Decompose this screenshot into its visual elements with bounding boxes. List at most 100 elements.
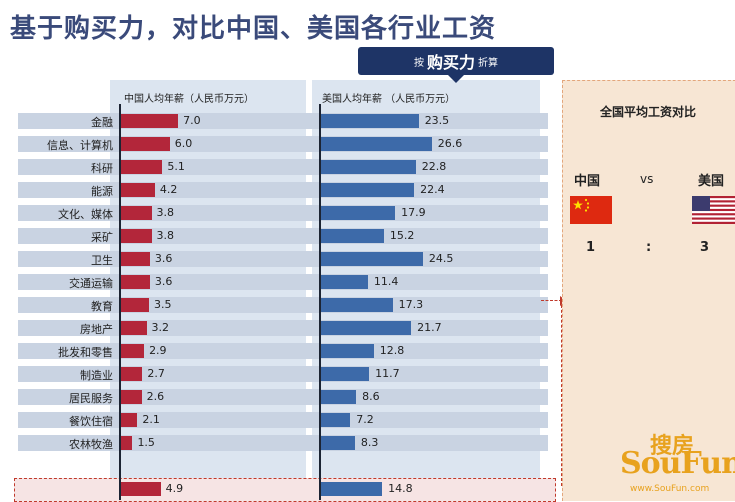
china-flag-icon [570,196,612,224]
category-label: 信息、计算机 [47,139,113,152]
category-label: 制造业 [80,369,113,382]
row-stripe [18,435,548,451]
usa-bar [320,413,351,427]
china-bar [120,229,152,243]
usa-value-label: 24.5 [428,252,454,265]
china-axis [119,104,121,500]
china-bar [120,137,170,151]
usa-value-label: 17.3 [398,298,424,311]
china-value-label: 3.2 [151,321,170,334]
usa-bar [320,390,357,404]
connector-arrow [541,296,567,486]
category-label: 餐饮住宿 [69,415,113,428]
china-bar [120,413,138,427]
category-label: 能源 [91,185,113,198]
usa-label: 美国 [698,174,725,189]
national-average-row [14,478,556,502]
china-bar [120,298,150,312]
usa-bar [320,482,383,496]
banner-suffix: 折算 [478,57,498,69]
china-series-header: 中国人均年薪（人民币万元） [124,94,254,105]
china-value-label: 7.0 [183,114,201,127]
usa-bar [320,367,370,381]
china-bar [120,183,155,197]
usa-value-label: 22.8 [421,160,447,173]
usa-value-label: 12.8 [379,344,405,357]
china-value-label: 3.6 [154,275,173,288]
usa-value-label: 7.2 [356,413,374,426]
category-label: 教育 [91,300,113,313]
china-value-label: 2.7 [147,367,165,380]
watermark-cn: 搜房 [650,434,695,459]
row-stripe [18,343,548,359]
category-label: 采矿 [91,231,113,244]
usa-bar [320,275,368,289]
usa-bar [320,298,393,312]
china-value-label: 1.5 [137,436,155,449]
china-value-label: 2.6 [146,390,165,403]
china-bar [120,206,152,220]
category-label: 金融 [91,116,113,129]
usa-bar [320,137,432,151]
china-label: 中国 [574,174,601,189]
ratio-colon: : [646,240,652,255]
usa-bar [320,160,416,174]
usa-value-label: 22.4 [420,183,445,196]
watermark-url: www.SouFun.com [630,484,710,494]
china-bar [120,390,142,404]
soufun-watermark: 搜房 SouFun www.SouFun.com [620,434,735,498]
china-value-label: 3.6 [154,252,173,265]
category-label: 科研 [91,162,113,175]
usa-bar [320,344,374,358]
usa-value-label: 11.4 [373,275,399,288]
china-value-label: 6.0 [174,137,193,150]
china-value-label: 3.5 [154,298,172,311]
china-value-label: 4.9 [165,482,184,495]
usa-series-header: 美国人均年薪 （人民币万元） [322,94,456,105]
comparison-title: 全国平均工资对比 [600,105,697,119]
china-ratio: 1 [586,240,596,255]
china-bar [120,275,150,289]
usa-bar [320,183,415,197]
china-value-label: 3.8 [156,229,175,242]
china-value-label: 5.1 [167,160,185,173]
china-value-label: 4.2 [159,183,178,196]
usa-bar [320,206,396,220]
china-bar [120,160,163,174]
china-bar [120,367,143,381]
category-label: 批发和零售 [58,346,113,359]
china-bar [120,344,145,358]
row-stripe [18,366,548,382]
usa-value-label: 21.7 [417,321,442,334]
china-bar [120,252,150,266]
row-stripe [18,320,548,336]
usa-value-label: 26.6 [437,137,463,150]
usa-value-label: 11.7 [375,367,400,380]
average-comparison-panel [562,80,735,501]
row-stripe [18,297,548,313]
category-label: 房地产 [80,323,113,336]
category-label: 交通运输 [69,277,113,290]
china-bar [120,436,133,450]
china-value-label: 2.1 [142,413,160,426]
category-label: 农林牧渔 [69,438,113,451]
usa-value-label: 17.9 [401,206,426,219]
china-bar [120,114,179,128]
usa-axis [319,104,321,500]
china-bar [120,482,161,496]
banner-prefix: 按 [413,57,424,69]
usa-value-label: 15.2 [389,229,415,242]
vs-label: vs [640,172,654,186]
banner-main: 购买力 [426,53,475,72]
usa-value-label: 8.6 [362,390,380,403]
china-value-label: 2.9 [149,344,167,357]
category-label: 居民服务 [69,392,113,405]
row-stripe [18,274,548,290]
usa-flag-icon [692,196,735,224]
usa-bar [320,436,355,450]
china-bar [120,321,147,335]
usa-bar [320,252,423,266]
watermark-brand: SouFun [620,446,735,481]
usa-ratio: 3 [700,240,710,255]
